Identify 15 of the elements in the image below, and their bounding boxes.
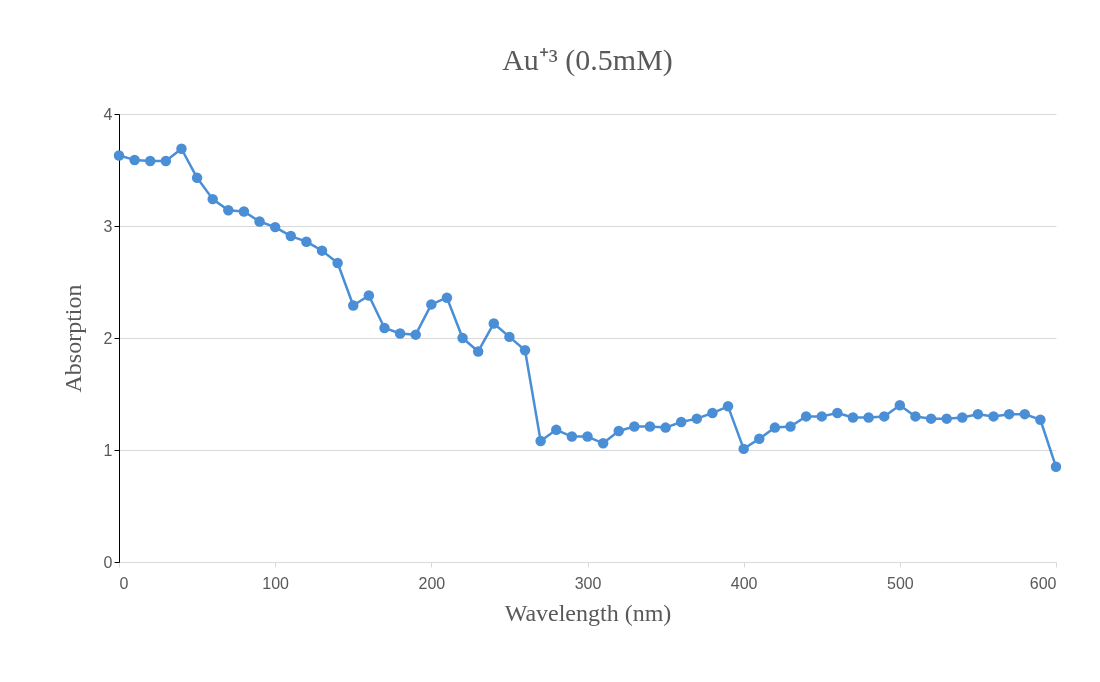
x-tick-label: 600 [1029,574,1057,592]
x-tick-label: 100 [262,574,290,592]
y-tick-label: 3 [103,217,113,235]
y-tick-label: 1 [103,441,113,459]
x-tick-label: 200 [418,574,446,592]
x-axis-title: Wavelength (nm) [504,599,672,626]
x-tick-label: 400 [730,574,758,592]
y-tick-label: 2 [103,329,113,347]
x-tick-label: 300 [574,574,602,592]
chart-title: Au⁺³ (0.5mM) [502,43,673,77]
x-tick-label: 0 [119,574,129,592]
x-tick-label: 500 [886,574,914,592]
y-tick-label: 4 [103,105,113,123]
y-axis-title: Absorption [59,284,86,393]
y-tick-label: 0 [103,553,113,571]
